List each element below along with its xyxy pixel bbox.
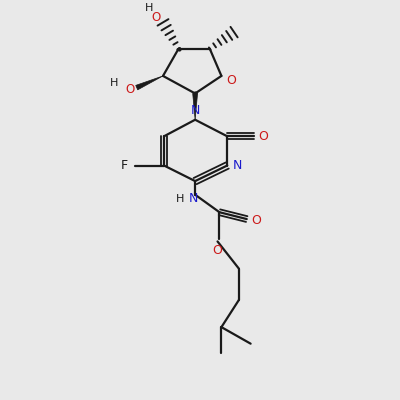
Text: O: O bbox=[212, 244, 222, 257]
Text: N: N bbox=[188, 192, 198, 205]
Polygon shape bbox=[136, 76, 163, 90]
Text: O: O bbox=[252, 214, 262, 228]
Text: O: O bbox=[226, 74, 236, 87]
Text: O: O bbox=[258, 130, 268, 143]
Text: F: F bbox=[120, 159, 128, 172]
Text: N: N bbox=[190, 104, 200, 116]
Text: O: O bbox=[152, 11, 161, 24]
Text: H: H bbox=[110, 78, 118, 88]
Polygon shape bbox=[193, 94, 198, 120]
Text: H: H bbox=[176, 194, 185, 204]
Text: N: N bbox=[232, 159, 242, 172]
Text: H: H bbox=[145, 3, 154, 13]
Text: O: O bbox=[125, 83, 134, 96]
